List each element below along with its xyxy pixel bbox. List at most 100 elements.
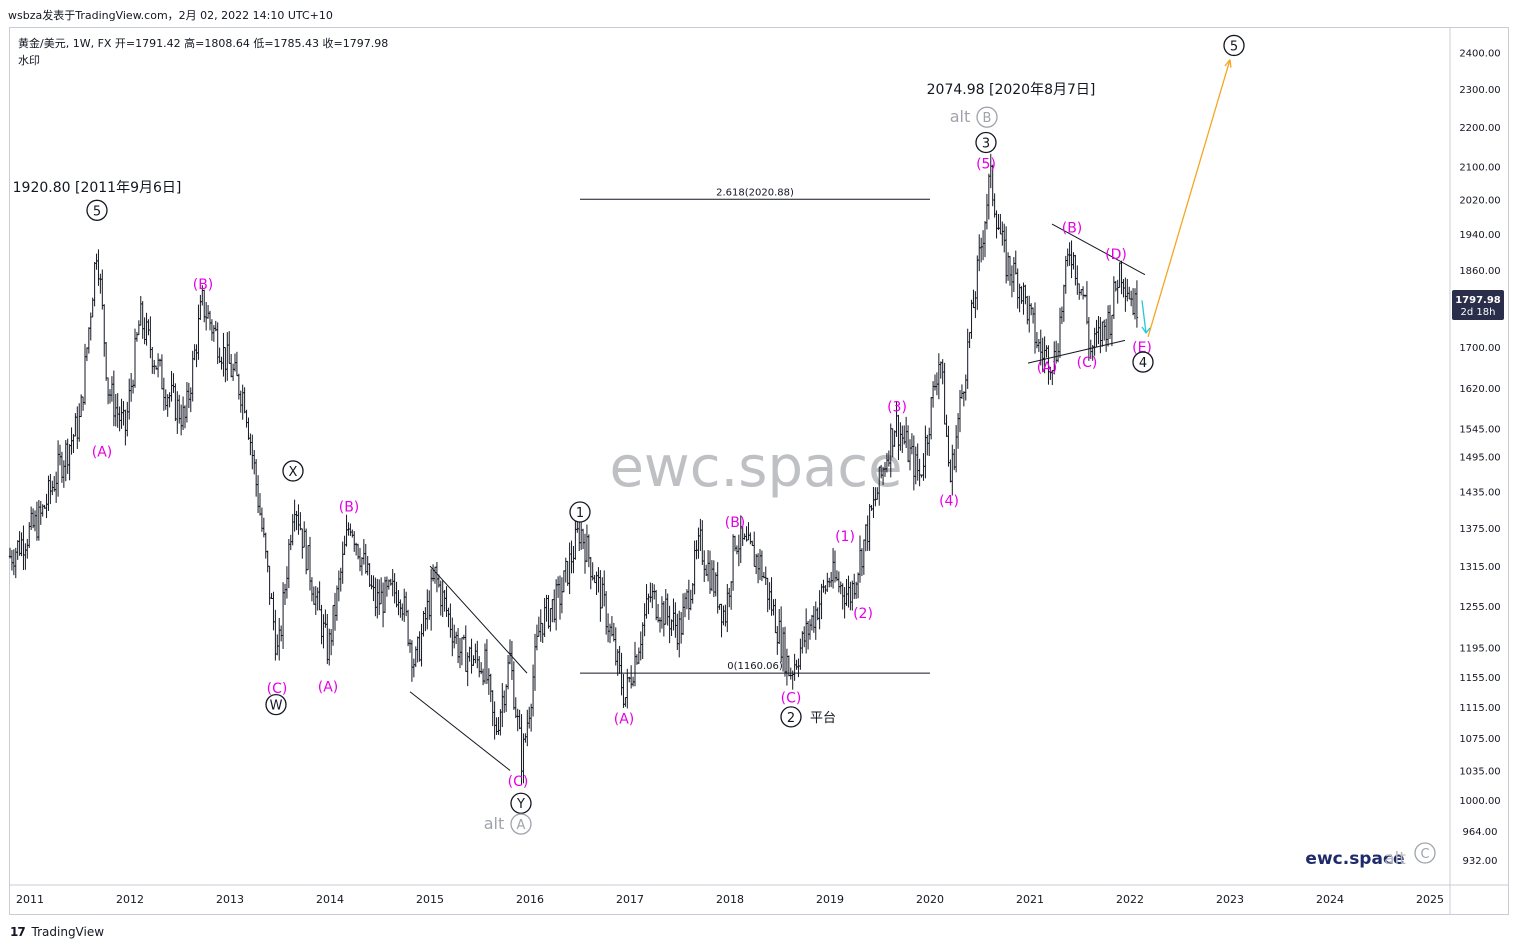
time-tick-label: 2014 (316, 893, 344, 906)
publish-line: wsbza发表于TradingView.com，2月 02, 2022 14:1… (8, 9, 333, 22)
wave-label: (2) (853, 606, 873, 622)
last-price-value: 1797.98 (1455, 295, 1501, 306)
price-tick-label: 964.00 (1463, 827, 1498, 838)
wave-labels-layer: 1920.80 [2011年9月6日] 5 (A) (B) X (B) (C) W (A) (C)… (13, 34, 1245, 835)
time-tick-label: 2015 (416, 893, 444, 906)
wave-label-circled: 2 (787, 711, 795, 726)
wave-label: (C) (1077, 355, 1098, 371)
wave-circle (282, 460, 304, 482)
symbol-legend[interactable]: 黄金/美元, 1W, FX 开=1791.42 高=1808.64 低=1785… (18, 37, 389, 50)
axes-layer: 2400.00 2300.00 2200.00 2100.00 2020.00 1940.… (10, 28, 1508, 914)
price-tick-label: 1155.00 (1459, 673, 1500, 684)
trendline-triangle-lower (1027, 339, 1126, 364)
time-tick-label: 2017 (616, 893, 644, 906)
watermark-label: 水印 (18, 54, 40, 67)
wave-label-circled: X (289, 465, 298, 480)
time-tick-label: 2023 (1216, 893, 1244, 906)
wave-label: (5) (976, 156, 996, 172)
wave-circle (86, 199, 108, 221)
wave-label-circled: 3 (982, 136, 990, 151)
price-tick-label: 1940.00 (1459, 230, 1500, 241)
cyan-arrow (1141, 300, 1147, 334)
copyright-letter: C (1420, 847, 1429, 862)
time-tick-label: 2011 (16, 893, 44, 906)
price-tick-label: 1315.00 (1459, 562, 1500, 573)
wave-label: (3) (887, 400, 907, 416)
wave-label: (D) (1105, 247, 1127, 263)
price-tick-label: 1860.00 (1459, 266, 1500, 277)
time-tick-label: 2016 (516, 893, 544, 906)
wave-label-circled: 5 (93, 204, 101, 219)
wave-label: (E) (1132, 340, 1152, 356)
price-tick-label: 1545.00 (1459, 424, 1500, 435)
price-tick-label: 1495.00 (1459, 453, 1500, 464)
wave-label-circled: 4 (1139, 356, 1147, 371)
footer-brand[interactable]: 17 TradingView (10, 925, 104, 939)
wave-label: (A) (614, 711, 635, 727)
brand-watermark: ewc.space (1305, 849, 1404, 869)
wave-label: (C) (267, 681, 288, 697)
brand-watermark-alt: alt (1384, 849, 1406, 869)
price-tick-label: 1435.00 (1459, 488, 1500, 499)
wave-label: alt (950, 107, 971, 126)
projection-arrow (1147, 59, 1231, 338)
wave-label: (C) (781, 691, 802, 707)
wave-circle (265, 693, 287, 716)
wave-circle (1132, 351, 1154, 373)
last-price-countdown: 2d 18h (1461, 307, 1496, 318)
wave-label-circled: W (270, 699, 283, 714)
wave-label: (B) (339, 500, 360, 516)
price-tick-label: 1035.00 (1459, 766, 1500, 777)
footer-brand-label: TradingView (31, 925, 105, 939)
wave-label: (4) (939, 493, 959, 509)
fib-level-label: 0(1160.06) (727, 661, 783, 672)
chart-frame (9, 27, 1509, 915)
time-tick-label: 2022 (1116, 893, 1144, 906)
wave-label: (A) (92, 444, 113, 460)
time-tick-label: 2019 (816, 893, 844, 906)
last-price-tag (1452, 290, 1504, 321)
price-tick-label: 2020.00 (1459, 196, 1500, 207)
wave-label-circled: B (983, 111, 992, 126)
time-tick-label: 2024 (1316, 893, 1344, 906)
cyan-arrow-head (1141, 326, 1151, 335)
wave-label: 2074.98 [2020年8月7日] (927, 82, 1096, 98)
price-tick-label: 1620.00 (1459, 384, 1500, 395)
wave-label: (B) (1062, 221, 1083, 237)
center-watermark: ewc.space (609, 435, 902, 500)
wave-label: (A) (1037, 360, 1058, 376)
wave-label: (A) (318, 679, 339, 695)
wave-circle (510, 792, 532, 814)
price-tick-label: 1195.00 (1459, 644, 1500, 655)
drawing-lines-layer: 2.618(2020.88) 0(1160.06) (409, 59, 1232, 771)
price-tick-label: 1375.00 (1459, 524, 1500, 535)
wave-label: 1920.80 [2011年9月6日] (13, 180, 182, 196)
price-tick-label: 1075.00 (1459, 734, 1500, 745)
fib-level-label: 2.618(2020.88) (716, 187, 794, 198)
time-tick-label: 2025 (1416, 893, 1444, 906)
wave-label: (B) (193, 277, 214, 293)
time-tick-label: 2021 (1016, 893, 1044, 906)
trendline-channel-lower-2015 (409, 691, 511, 771)
wave-label: (C) (508, 774, 529, 790)
price-tick-label: 1115.00 (1459, 703, 1500, 714)
wave-label-circled: 1 (576, 506, 584, 521)
wave-circle (975, 131, 997, 154)
time-tick-label: 2012 (116, 893, 144, 906)
wave-label-circled: 5 (1230, 39, 1238, 54)
copyright-icon (1414, 842, 1436, 864)
wave-circle (569, 501, 591, 523)
trendline-triangle-upper (1051, 223, 1146, 276)
time-tick-label: 2020 (916, 893, 944, 906)
wave-label-circled: A (517, 818, 526, 833)
time-tick-label: 2018 (716, 893, 744, 906)
time-tick-label: 2013 (216, 893, 244, 906)
wave-circle (976, 106, 998, 128)
wave-label-circled: Y (516, 797, 525, 812)
wave-label: 平台 (810, 711, 836, 726)
price-tick-label: 2100.00 (1459, 163, 1500, 174)
wave-label: (1) (835, 529, 855, 545)
wave-circle (1223, 34, 1245, 57)
price-tick-label: 1700.00 (1459, 343, 1500, 354)
